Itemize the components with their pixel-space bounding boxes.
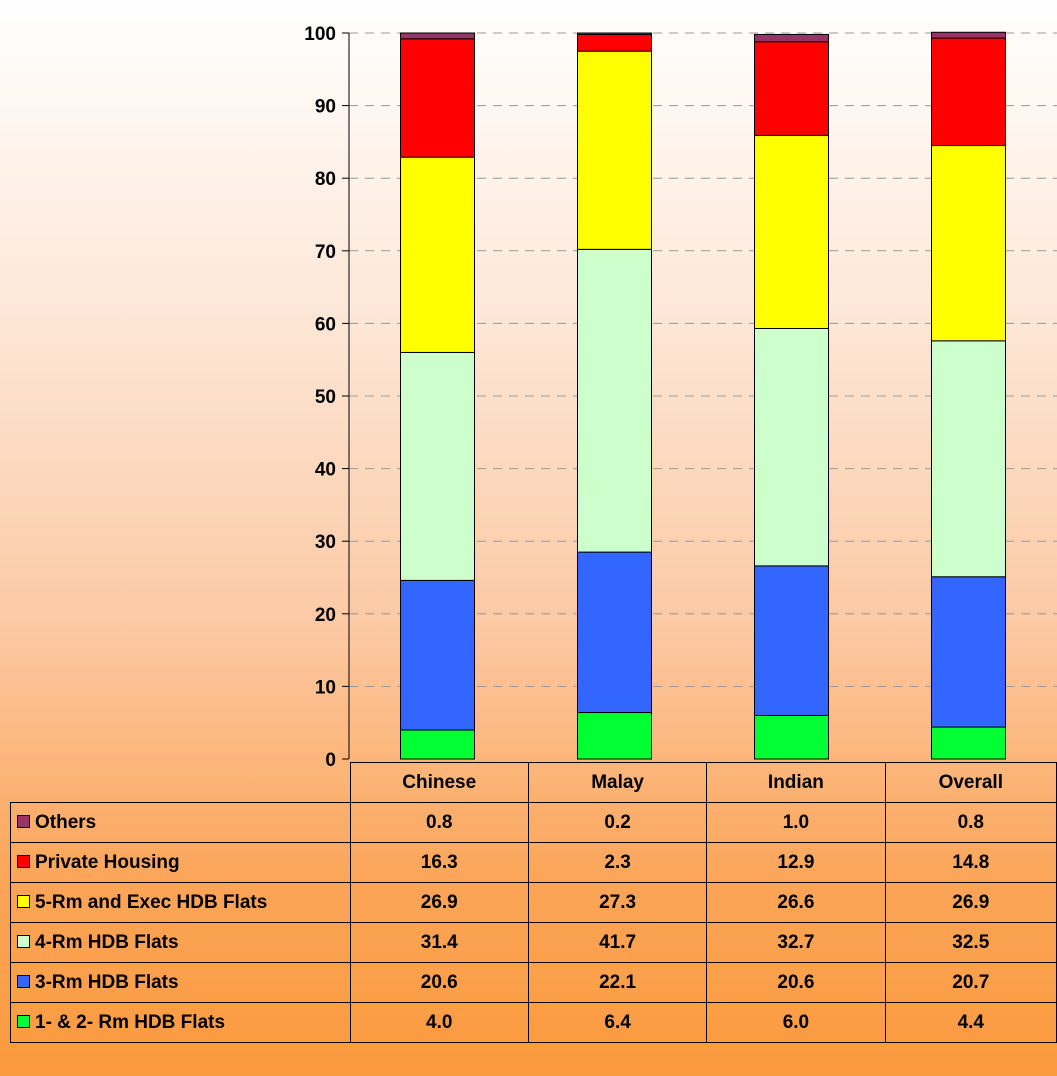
bar-segment-indian-1-2-rm-hdb-flats (754, 714, 829, 760)
data-label: 4.0 (349, 1002, 529, 1043)
bar-segment-malay-private-housing (577, 33, 652, 52)
series-name: Private Housing (35, 851, 180, 873)
legend-entry: 4-Rm HDB Flats (10, 922, 351, 963)
data-label: 12.9 (706, 842, 886, 883)
data-label: 0.8 (349, 802, 529, 843)
series-name: 3-Rm HDB Flats (35, 971, 179, 993)
series-name: 5-Rm and Exec HDB Flats (35, 891, 268, 913)
category-label: Malay (527, 762, 708, 803)
category-label: Overall (884, 762, 1057, 803)
data-label: 0.2 (527, 802, 708, 843)
data-label: 6.0 (706, 1002, 886, 1043)
table-row: 5-Rm and Exec HDB Flats 26.9 27.3 26.6 26.9 (10, 882, 1057, 923)
y-tick-label: 10 (315, 677, 336, 698)
data-label: 32.7 (706, 922, 886, 963)
data-label: 26.9 (349, 882, 529, 923)
bar-segment-chinese-4-rm-hdb-flats (400, 351, 475, 581)
bar-segment-chinese-1-2-rm-hdb-flats (400, 729, 475, 760)
y-tick-label: 40 (315, 460, 336, 481)
bars (400, 31, 1006, 760)
table-row: Others 0.8 0.2 1.0 0.8 (10, 802, 1057, 843)
bar-segment-indian-3-rm-hdb-flats (754, 565, 829, 716)
data-label: 20.6 (349, 962, 529, 1003)
bar-segment-chinese-3-rm-hdb-flats (400, 579, 475, 731)
data-label: 26.9 (884, 882, 1057, 923)
bar-segment-overall-private-housing (931, 37, 1006, 147)
table-row: 3-Rm HDB Flats 20.6 22.1 20.6 20.7 (10, 962, 1057, 1003)
series-name: 4-Rm HDB Flats (35, 931, 179, 953)
data-label: 0.8 (884, 802, 1057, 843)
data-label: 26.6 (706, 882, 886, 923)
bar-segment-indian-5-rm-and-exec-hdb-flats (754, 134, 829, 329)
legend-entry: Others (10, 802, 351, 843)
stacked-bar-chart: 0 10 20 30 40 50 60 70 80 90 100 (304, 24, 1057, 770)
bar-segment-overall-4-rm-hdb-flats (931, 340, 1006, 578)
y-tick-label: 30 (315, 532, 336, 553)
data-label: 1.0 (706, 802, 886, 843)
y-axis: 0 10 20 30 40 50 60 70 80 90 100 (304, 24, 350, 770)
bar-segment-chinese-private-housing (400, 38, 475, 158)
data-label: 32.5 (884, 922, 1057, 963)
data-label: 20.6 (706, 962, 886, 1003)
y-tick-label: 70 (315, 242, 336, 263)
y-tick-label: 0 (325, 750, 336, 770)
data-label: 14.8 (884, 842, 1057, 883)
bar-segment-overall-others (931, 31, 1006, 39)
series-name: Others (35, 811, 97, 833)
legend-swatch-icon (17, 894, 30, 908)
data-label: 2.3 (527, 842, 708, 883)
bar-segment-overall-1-2-rm-hdb-flats (931, 726, 1006, 760)
data-label: 22.1 (527, 962, 708, 1003)
legend-entry: Private Housing (10, 842, 351, 883)
table-row: 4-Rm HDB Flats 31.4 41.7 32.7 32.5 (10, 922, 1057, 963)
bar-segment-malay-5-rm-and-exec-hdb-flats (577, 50, 652, 250)
y-tick-label: 80 (315, 169, 336, 190)
bar-segment-chinese-others (400, 32, 475, 40)
data-table: Chinese Malay Indian Overall Others 0.8 0.2 1.0… (10, 762, 1057, 1043)
y-tick-label: 90 (315, 97, 336, 118)
y-tick-label: 60 (315, 314, 336, 335)
series-name: 1- & 2- Rm HDB Flats (35, 1011, 226, 1033)
data-label: 6.4 (527, 1002, 708, 1043)
data-label: 20.7 (884, 962, 1057, 1003)
table-header-row: Chinese Malay Indian Overall (10, 762, 1057, 803)
data-label: 27.3 (527, 882, 708, 923)
legend-swatch-icon (17, 814, 30, 828)
category-label: Indian (706, 762, 886, 803)
bar-segment-indian-4-rm-hdb-flats (754, 327, 829, 567)
data-label: 41.7 (527, 922, 708, 963)
legend-swatch-icon (17, 974, 30, 988)
bar-segment-malay-1-2-rm-hdb-flats (577, 712, 652, 760)
table-row: Private Housing 16.3 2.3 12.9 14.8 (10, 842, 1057, 883)
bar-segment-malay-3-rm-hdb-flats (577, 551, 652, 714)
bar-segment-malay-4-rm-hdb-flats (577, 248, 652, 553)
category-label: Chinese (349, 762, 529, 803)
y-tick-label: 100 (304, 24, 336, 45)
table-corner-cell (10, 762, 351, 803)
bar-segment-malay-others (577, 32, 652, 35)
table-row: 1- & 2- Rm HDB Flats 4.0 6.4 6.0 4.4 (10, 1002, 1057, 1043)
legend-entry: 1- & 2- Rm HDB Flats (10, 1002, 351, 1043)
legend-swatch-icon (17, 1014, 30, 1028)
bar-segment-indian-others (754, 33, 829, 43)
bar-segment-chinese-5-rm-and-exec-hdb-flats (400, 156, 475, 353)
bar-segment-indian-private-housing (754, 41, 829, 136)
data-label: 16.3 (349, 842, 529, 883)
data-label: 31.4 (349, 922, 529, 963)
data-label: 4.4 (884, 1002, 1057, 1043)
legend-entry: 5-Rm and Exec HDB Flats (10, 882, 351, 923)
y-tick-label: 20 (315, 605, 336, 626)
y-tick-label: 50 (315, 387, 336, 408)
legend-swatch-icon (17, 854, 30, 868)
legend-entry: 3-Rm HDB Flats (10, 962, 351, 1003)
bar-segment-overall-3-rm-hdb-flats (931, 576, 1006, 728)
legend-swatch-icon (17, 934, 30, 948)
bar-segment-overall-5-rm-and-exec-hdb-flats (931, 145, 1006, 342)
